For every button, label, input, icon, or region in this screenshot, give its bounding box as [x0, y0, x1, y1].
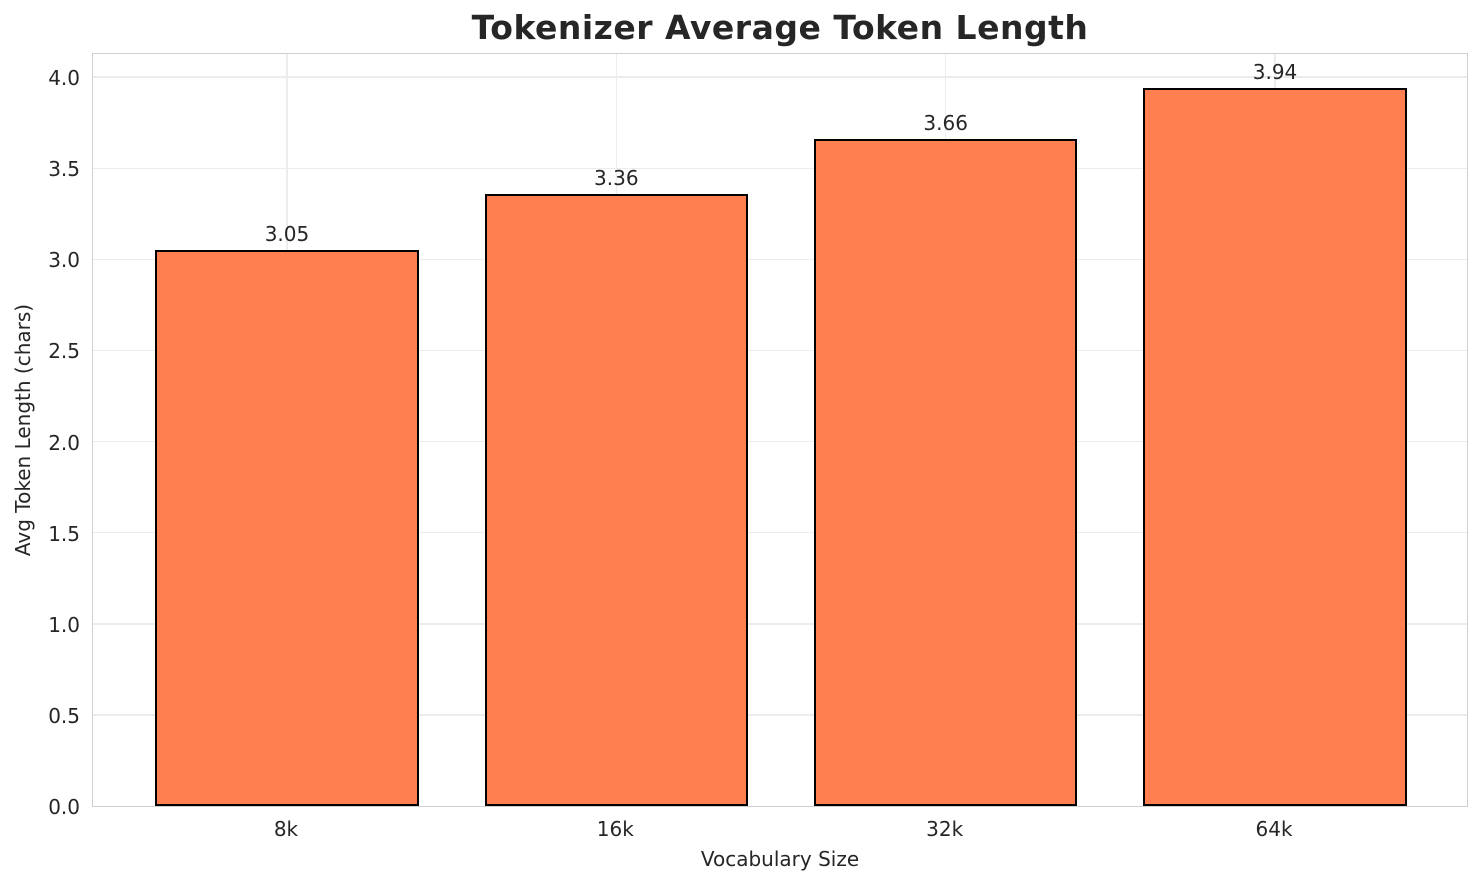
gridline-horizontal	[93, 349, 1467, 352]
x-tick-label: 32k	[926, 817, 964, 841]
bar-value-label: 3.66	[923, 111, 968, 136]
y-tick-label: 0.5	[48, 703, 80, 728]
gridline-horizontal	[93, 714, 1467, 716]
plot-area: 3.05 3.36 3.66 3.94	[92, 53, 1468, 807]
gridline-horizontal	[93, 623, 1467, 625]
y-tick-label: 1.0	[48, 612, 80, 637]
bar-8k	[155, 250, 419, 806]
y-axis-label: Avg Token Length (chars)	[11, 303, 35, 557]
gridline-horizontal	[93, 532, 1467, 534]
y-tick-label: 2.0	[48, 430, 80, 455]
y-tick-label: 2.5	[48, 339, 80, 364]
y-tick-label: 1.5	[48, 521, 80, 546]
y-tick-label: 3.5	[48, 157, 80, 182]
x-axis-label: Vocabulary Size	[700, 847, 860, 871]
bar-32k	[813, 139, 1078, 806]
gridline-horizontal	[93, 440, 1467, 443]
bar-16k	[484, 193, 749, 806]
y-tick-label: 4.0	[48, 66, 80, 91]
x-tick-label: 64k	[1255, 817, 1293, 841]
x-tick-label: 16k	[596, 817, 634, 841]
gridline-horizontal	[93, 76, 1467, 78]
gridline-horizontal	[93, 167, 1467, 169]
bar-value-label: 3.94	[1252, 60, 1298, 85]
x-tick-label: 8k	[273, 817, 299, 841]
bar-value-label: 3.05	[264, 222, 310, 247]
y-tick-label: 3.0	[48, 248, 80, 273]
bar-64k	[1143, 88, 1407, 806]
y-tick-label: 0.0	[48, 795, 80, 819]
bar-value-label: 3.36	[594, 165, 639, 190]
gridline-horizontal	[93, 258, 1467, 261]
chart-title: Tokenizer Average Token Length	[471, 8, 1089, 47]
